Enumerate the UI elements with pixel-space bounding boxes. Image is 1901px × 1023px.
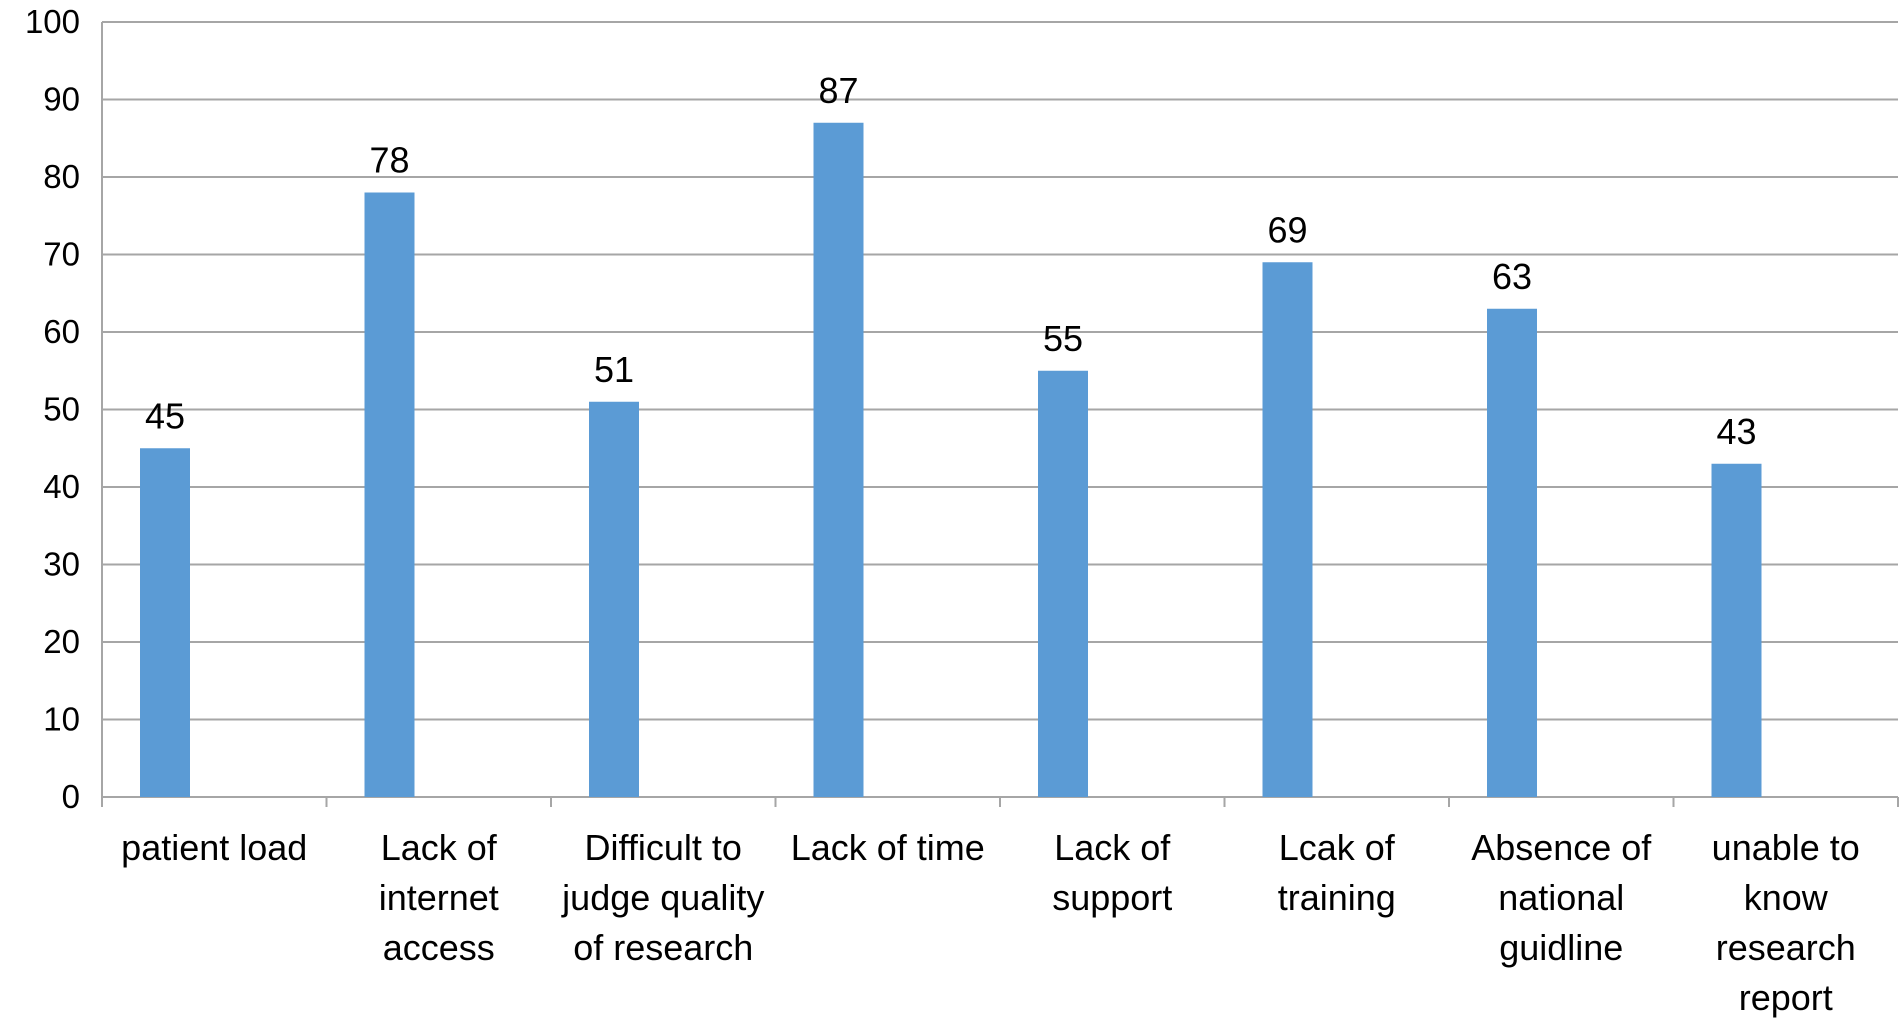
x-category-label-line: know — [1744, 877, 1829, 918]
x-category-label: patient load — [121, 827, 307, 868]
y-tick-label: 30 — [43, 546, 80, 583]
y-axis-tick-labels: 0 10 20 30 40 50 60 70 80 90 100 — [25, 3, 80, 815]
y-tick-label: 20 — [43, 623, 80, 660]
x-category-label: Difficult to judge quality of research — [561, 827, 764, 968]
data-label: 87 — [818, 70, 858, 111]
data-label: 55 — [1043, 318, 1083, 359]
x-category-label: Lack of support — [1052, 827, 1172, 918]
bar — [364, 192, 415, 797]
x-category-label-line: patient load — [121, 827, 307, 868]
data-labels: 45 78 51 87 55 69 63 43 — [145, 70, 1757, 452]
y-tick-label: 100 — [25, 3, 80, 40]
y-tick-label: 50 — [43, 391, 80, 428]
y-tick-label: 0 — [62, 778, 80, 815]
x-category-label: Absence of national guidline — [1471, 827, 1652, 968]
x-category-label-line: Lack of — [1054, 827, 1171, 868]
x-category-label: Lack of internet access — [379, 827, 499, 968]
data-label: 43 — [1716, 411, 1756, 452]
y-tick-label: 10 — [43, 701, 80, 738]
x-category-label-line: of research — [573, 927, 753, 968]
x-category-label-line: Difficult to — [585, 827, 742, 868]
x-category-label-line: Absence of — [1471, 827, 1652, 868]
x-category-label-line: access — [383, 927, 495, 968]
x-category-label: Lcak of training — [1278, 827, 1396, 918]
data-label: 45 — [145, 395, 185, 436]
x-category-label-line: unable to — [1712, 827, 1860, 868]
bar — [1038, 370, 1088, 797]
data-label: 51 — [594, 349, 634, 390]
bar — [1487, 308, 1537, 797]
x-category-label: Lack of time — [791, 827, 985, 868]
y-tick-label: 40 — [43, 468, 80, 505]
x-category-label-line: guidline — [1499, 927, 1623, 968]
x-axis-category-labels: patient load Lack of internet access Difficu… — [121, 827, 1860, 1018]
data-label: 63 — [1492, 256, 1532, 297]
x-category-label-line: Lack of — [381, 827, 498, 868]
y-tick-label: 80 — [43, 158, 80, 195]
data-label: 78 — [369, 140, 409, 181]
bar — [1262, 262, 1313, 797]
x-category-label-line: report — [1739, 977, 1833, 1018]
x-category-label-line: research — [1716, 927, 1856, 968]
x-category-label: unable to know research report — [1712, 827, 1860, 1018]
x-category-label-line: Lcak of — [1279, 827, 1396, 868]
bar — [813, 122, 864, 797]
bar — [1711, 463, 1762, 797]
x-category-label-line: internet — [379, 877, 499, 918]
x-category-label-line: support — [1052, 877, 1172, 918]
x-category-label-line: training — [1278, 877, 1396, 918]
bar — [589, 401, 639, 797]
x-category-label-line: judge quality — [561, 877, 764, 918]
bar — [140, 448, 190, 797]
y-tick-label: 90 — [43, 81, 80, 118]
x-category-label-line: Lack of time — [791, 827, 985, 868]
y-tick-label: 60 — [43, 313, 80, 350]
bars — [140, 122, 1762, 797]
x-category-label-line: national — [1498, 877, 1624, 918]
data-label: 69 — [1267, 209, 1307, 250]
y-tick-label: 70 — [43, 236, 80, 273]
